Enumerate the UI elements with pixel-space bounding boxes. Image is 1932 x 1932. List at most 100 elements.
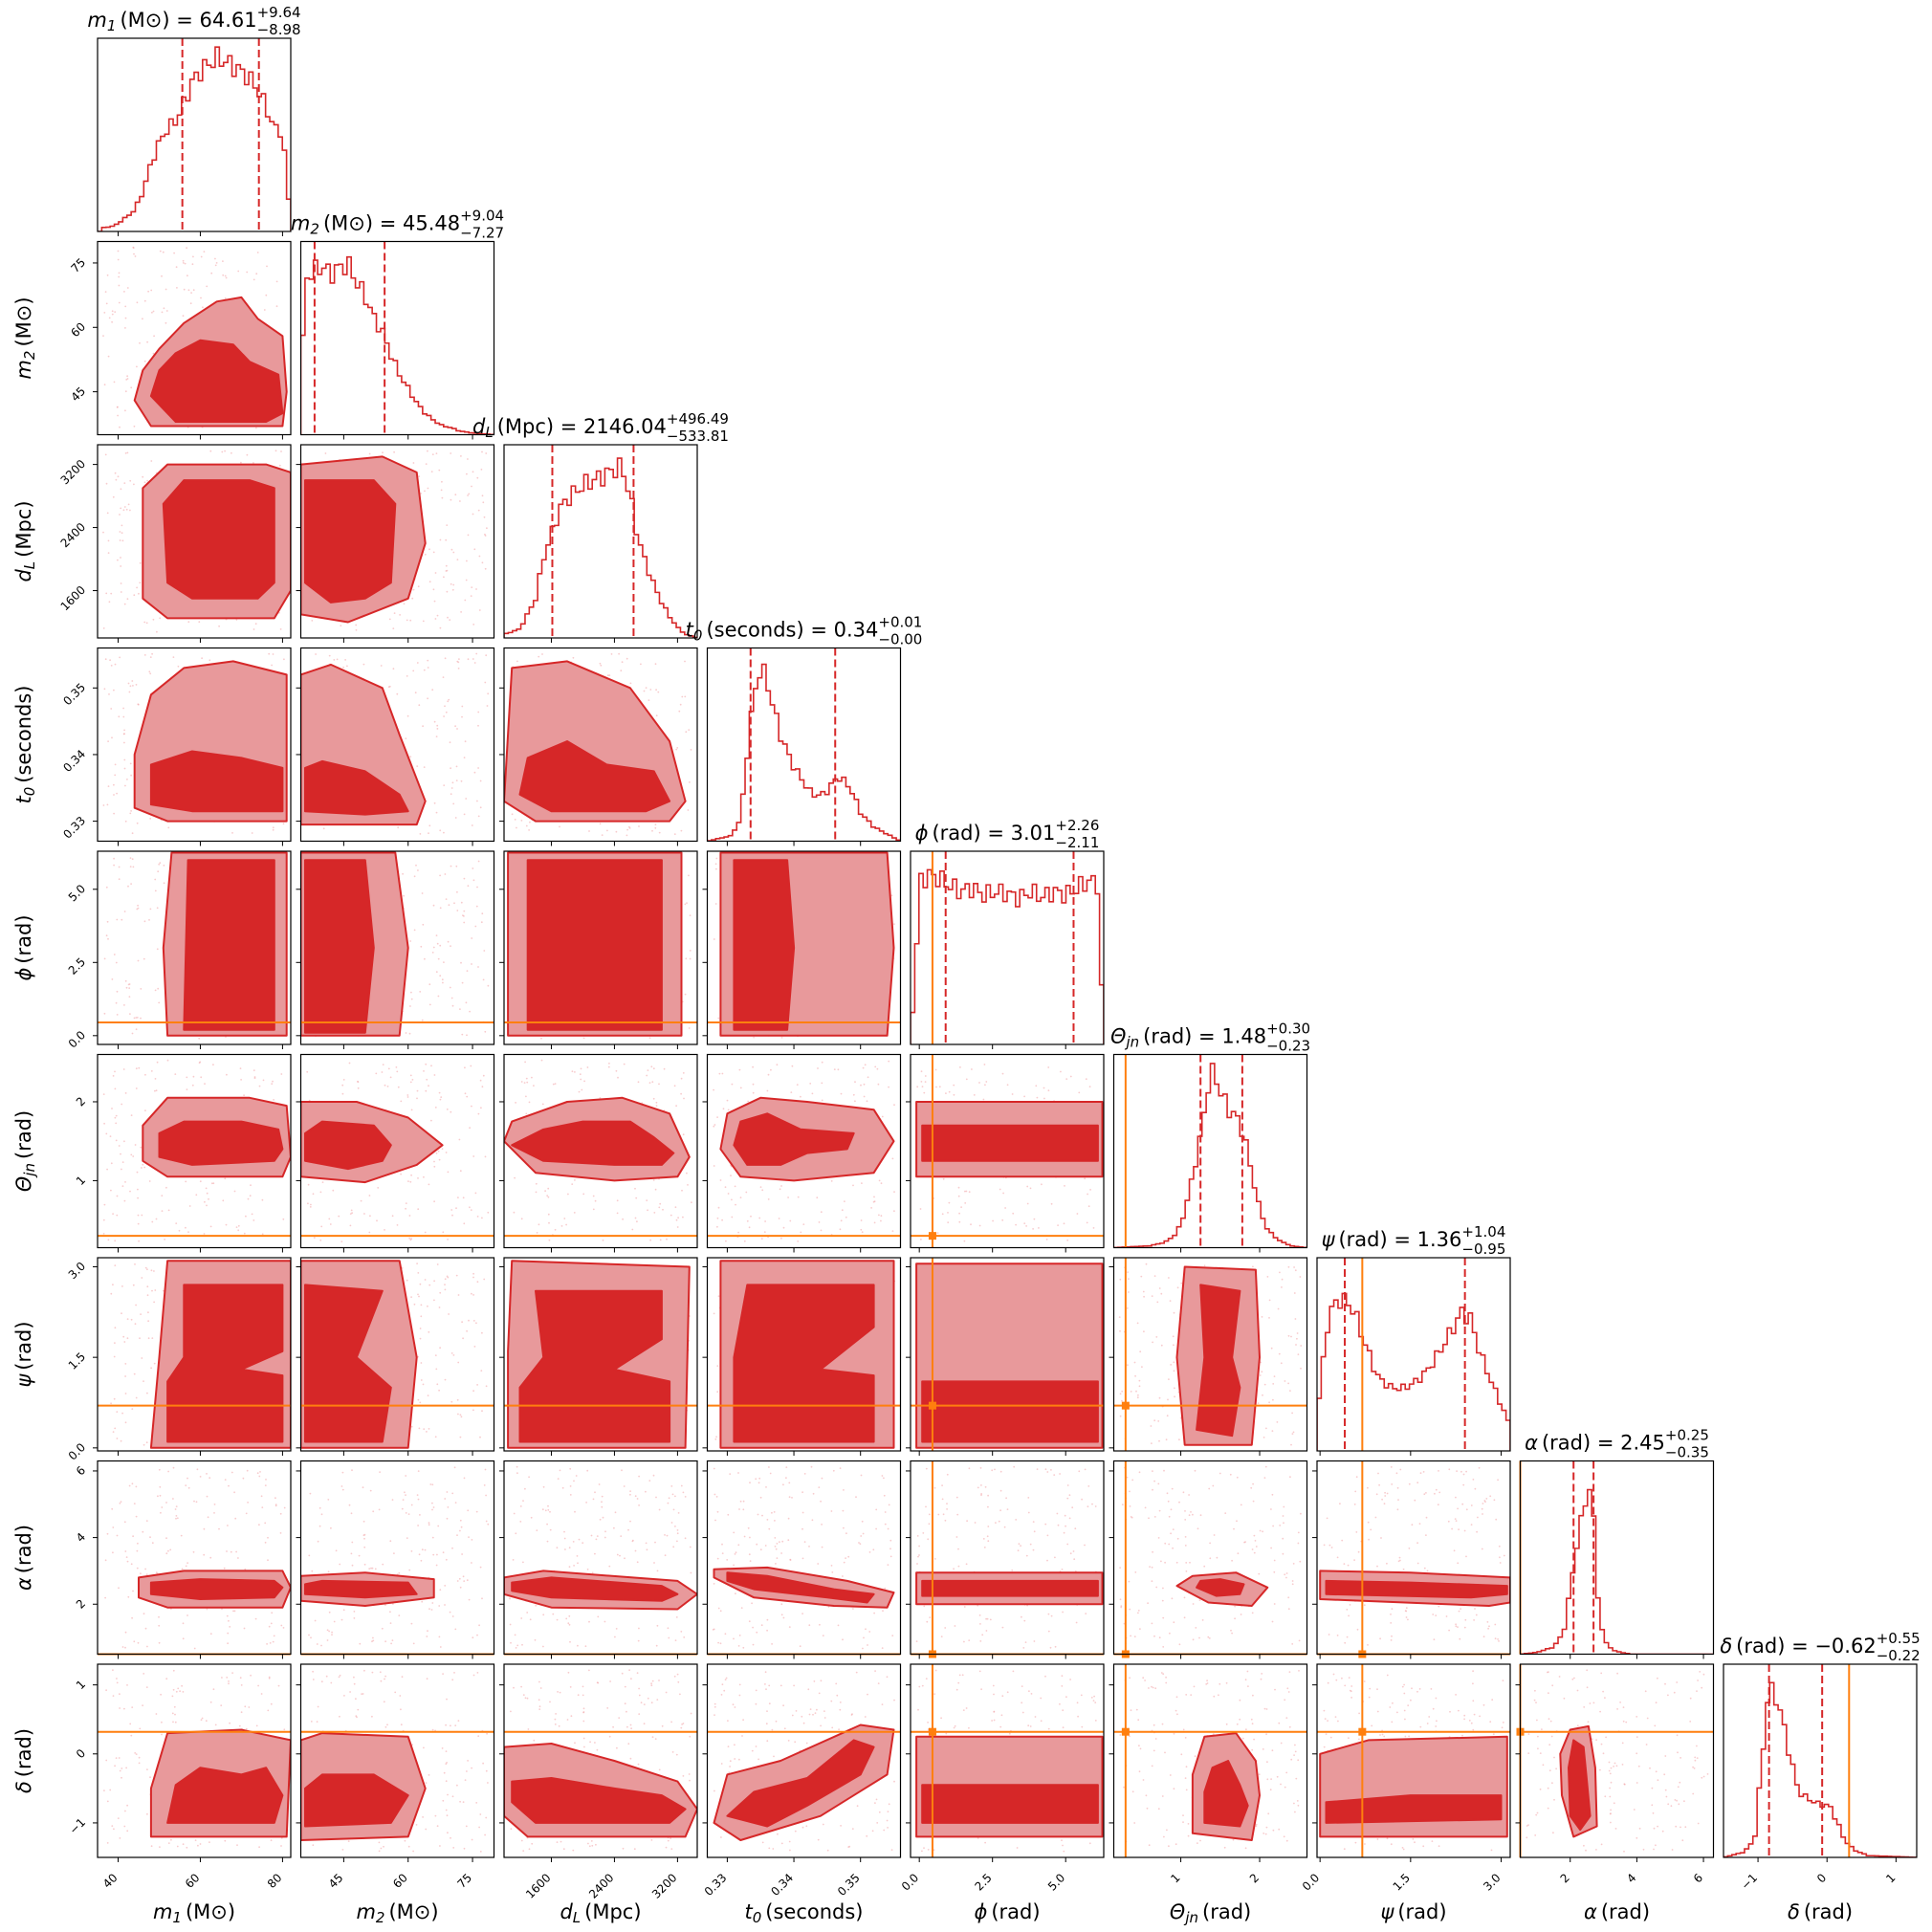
sample-point — [854, 1081, 856, 1084]
sample-point — [789, 1219, 792, 1222]
sample-point — [1033, 1218, 1036, 1220]
sample-point — [114, 1087, 117, 1090]
sample-point — [143, 654, 146, 656]
y-tick-label-dL: 3200 — [58, 457, 88, 487]
contour-68-m1-dL — [162, 479, 275, 600]
panel-m1-alpha: 246 — [74, 1460, 292, 1659]
sample-point — [743, 1240, 746, 1242]
sample-point — [522, 1561, 524, 1564]
sample-point — [409, 1081, 412, 1084]
sample-point — [480, 469, 483, 471]
sample-point — [714, 903, 717, 905]
sample-point — [103, 384, 106, 386]
sample-point — [183, 288, 186, 291]
sample-point — [169, 1548, 172, 1551]
sample-point — [471, 963, 472, 965]
sample-point — [724, 1633, 727, 1636]
sample-point — [466, 970, 469, 972]
panel-m2-dL — [296, 444, 495, 643]
sample-point — [1038, 1227, 1040, 1229]
sample-point — [600, 664, 603, 667]
sample-point — [148, 1180, 151, 1182]
sample-point — [450, 945, 451, 947]
sample-point — [460, 1416, 463, 1418]
sample-point — [140, 988, 143, 990]
sample-point — [469, 1010, 471, 1013]
sample-point — [443, 831, 445, 834]
sample-point — [222, 274, 225, 276]
title-unit: (Mpc) = 2146.04 — [497, 415, 667, 438]
sample-point — [569, 1640, 571, 1643]
sample-point — [465, 579, 468, 582]
sample-point — [592, 1195, 595, 1197]
sample-point — [1167, 1398, 1169, 1401]
sample-point — [202, 306, 204, 309]
sample-point — [533, 1085, 535, 1087]
sample-point — [863, 1095, 866, 1098]
sample-point — [428, 832, 429, 835]
sample-point — [136, 822, 139, 824]
sample-point — [182, 1637, 185, 1640]
sample-point — [461, 1553, 463, 1555]
sample-point — [510, 1641, 512, 1644]
sample-point — [916, 1086, 919, 1088]
sample-point — [187, 289, 190, 292]
sample-point — [458, 1577, 461, 1580]
sample-point — [439, 874, 441, 877]
sample-point — [987, 1505, 989, 1508]
sample-point — [146, 479, 149, 482]
sample-point — [409, 756, 412, 758]
sample-point — [123, 1199, 126, 1202]
sample-point — [712, 1629, 714, 1631]
sample-point — [469, 1127, 471, 1130]
sample-point — [342, 1609, 345, 1612]
sample-point — [676, 1226, 679, 1228]
sample-point — [1180, 1282, 1183, 1284]
sample-point — [477, 711, 480, 714]
sample-point — [102, 804, 105, 806]
sample-point — [463, 1222, 466, 1225]
sample-point — [326, 1639, 329, 1641]
sample-point — [200, 296, 202, 299]
sample-point — [114, 1240, 117, 1242]
sample-point — [564, 1548, 566, 1550]
sample-point — [165, 1186, 167, 1189]
sample-point — [880, 1219, 882, 1222]
sample-point — [114, 1342, 116, 1344]
sample-point — [460, 611, 462, 613]
sample-point — [410, 1174, 412, 1176]
sample-point — [247, 1197, 250, 1200]
sample-point — [889, 1539, 892, 1542]
sample-point — [767, 1073, 770, 1076]
sample-point — [569, 1467, 572, 1470]
sample-point — [279, 1512, 282, 1515]
sample-point — [785, 1477, 787, 1480]
sample-point — [714, 863, 717, 866]
sample-point — [209, 1556, 212, 1559]
title-unit: (M⊙) = 45.48 — [323, 212, 460, 235]
sample-point — [477, 1112, 480, 1115]
sample-point — [151, 311, 153, 314]
panel-frame — [299, 1460, 495, 1656]
sample-point — [114, 1427, 117, 1430]
sample-point — [143, 1166, 146, 1169]
sample-point — [218, 1527, 220, 1530]
sample-point — [1158, 1439, 1160, 1442]
sample-point — [749, 1482, 751, 1484]
sample-point — [808, 1546, 810, 1548]
sample-point — [150, 1367, 153, 1370]
sample-point — [675, 1218, 678, 1221]
sample-point — [891, 1230, 894, 1232]
sample-point — [432, 946, 435, 949]
sample-point — [971, 1068, 973, 1070]
sample-point — [1158, 1287, 1161, 1289]
sample-point — [861, 1182, 863, 1184]
sample-point — [122, 509, 125, 512]
sample-point — [116, 1195, 119, 1197]
sample-point — [764, 1220, 766, 1222]
sample-point — [729, 1473, 732, 1475]
sample-point — [317, 1540, 319, 1543]
sample-point — [479, 779, 482, 782]
sample-point — [948, 1090, 951, 1093]
sample-point — [780, 1552, 782, 1554]
